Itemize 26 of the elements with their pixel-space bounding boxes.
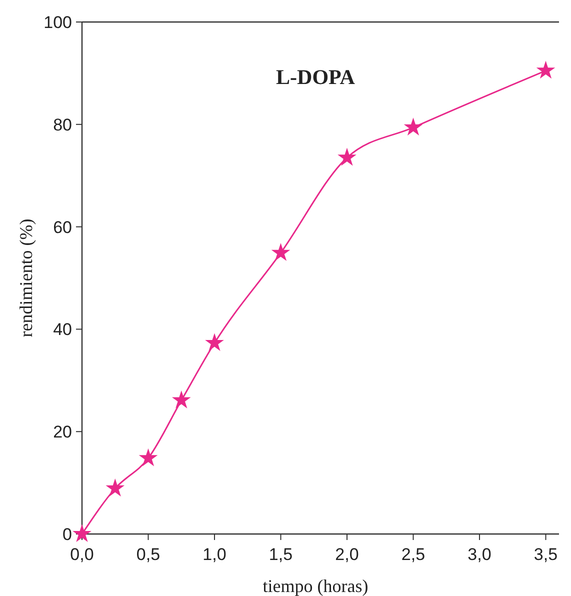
x-axis-title: tiempo (horas) xyxy=(262,576,368,596)
point xyxy=(72,524,92,542)
point xyxy=(536,60,556,79)
x-tick-label: 3,0 xyxy=(468,545,492,564)
point xyxy=(138,448,158,466)
point xyxy=(205,333,224,352)
point xyxy=(106,478,125,496)
y-tick-label: 100 xyxy=(44,12,72,32)
text: L-DOPA xyxy=(276,65,356,89)
x-tick-label: 0,0 xyxy=(70,545,94,564)
x-tick-label: 1,0 xyxy=(202,545,226,564)
point xyxy=(271,243,290,261)
x-tick-label: 0,5 xyxy=(136,545,160,564)
y-tick-label: 20 xyxy=(53,422,72,442)
y-axis-title: rendimiento (%) xyxy=(16,218,36,338)
y-tick-label: 60 xyxy=(53,218,72,237)
point xyxy=(404,118,423,136)
point xyxy=(338,148,356,166)
y-tick-label: 40 xyxy=(53,320,72,340)
x-tick-label: 2,0 xyxy=(335,545,359,564)
point xyxy=(172,390,191,408)
y-tick-label: 80 xyxy=(53,115,72,134)
x-tick-label: 3,5 xyxy=(534,545,558,564)
y-tick-label: 0 xyxy=(62,524,72,544)
x-tick-label: 1,5 xyxy=(268,545,293,564)
x-tick-label: 2,5 xyxy=(401,545,426,564)
